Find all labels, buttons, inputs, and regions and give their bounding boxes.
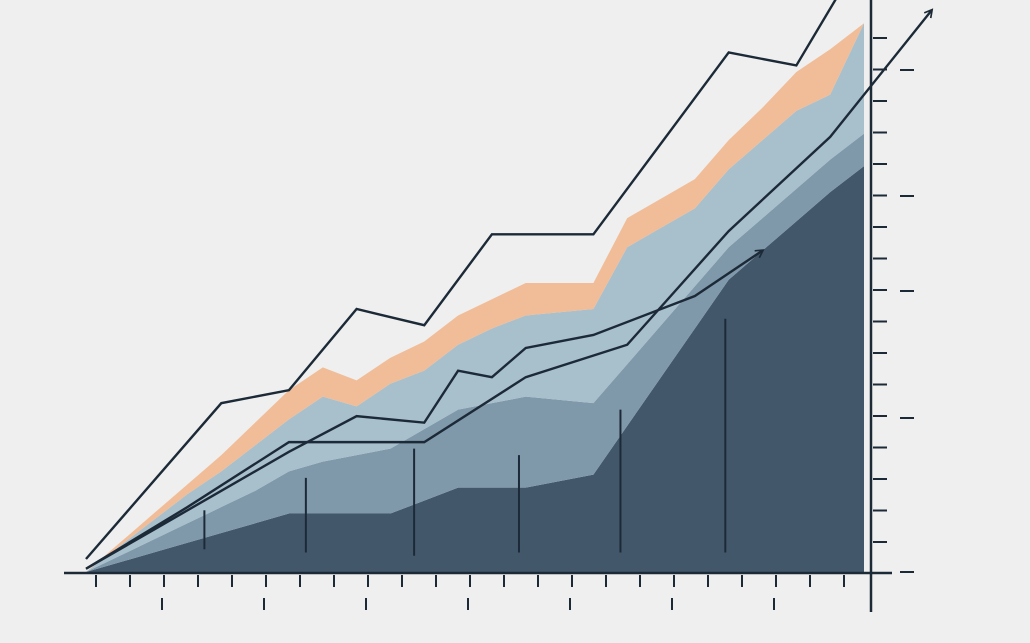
- area-series-2: [86, 133, 864, 572]
- area-series-1: [86, 166, 864, 572]
- areas-layer: [86, 23, 864, 572]
- trend-line-1: [85, 0, 837, 560]
- trend-lines-layer: [85, 0, 932, 570]
- markers-layer: [203, 318, 727, 556]
- trend-line-2: [85, 251, 763, 570]
- trend-line-3: [85, 10, 932, 570]
- axes-layer: [64, 0, 914, 612]
- area-series-3: [86, 23, 864, 572]
